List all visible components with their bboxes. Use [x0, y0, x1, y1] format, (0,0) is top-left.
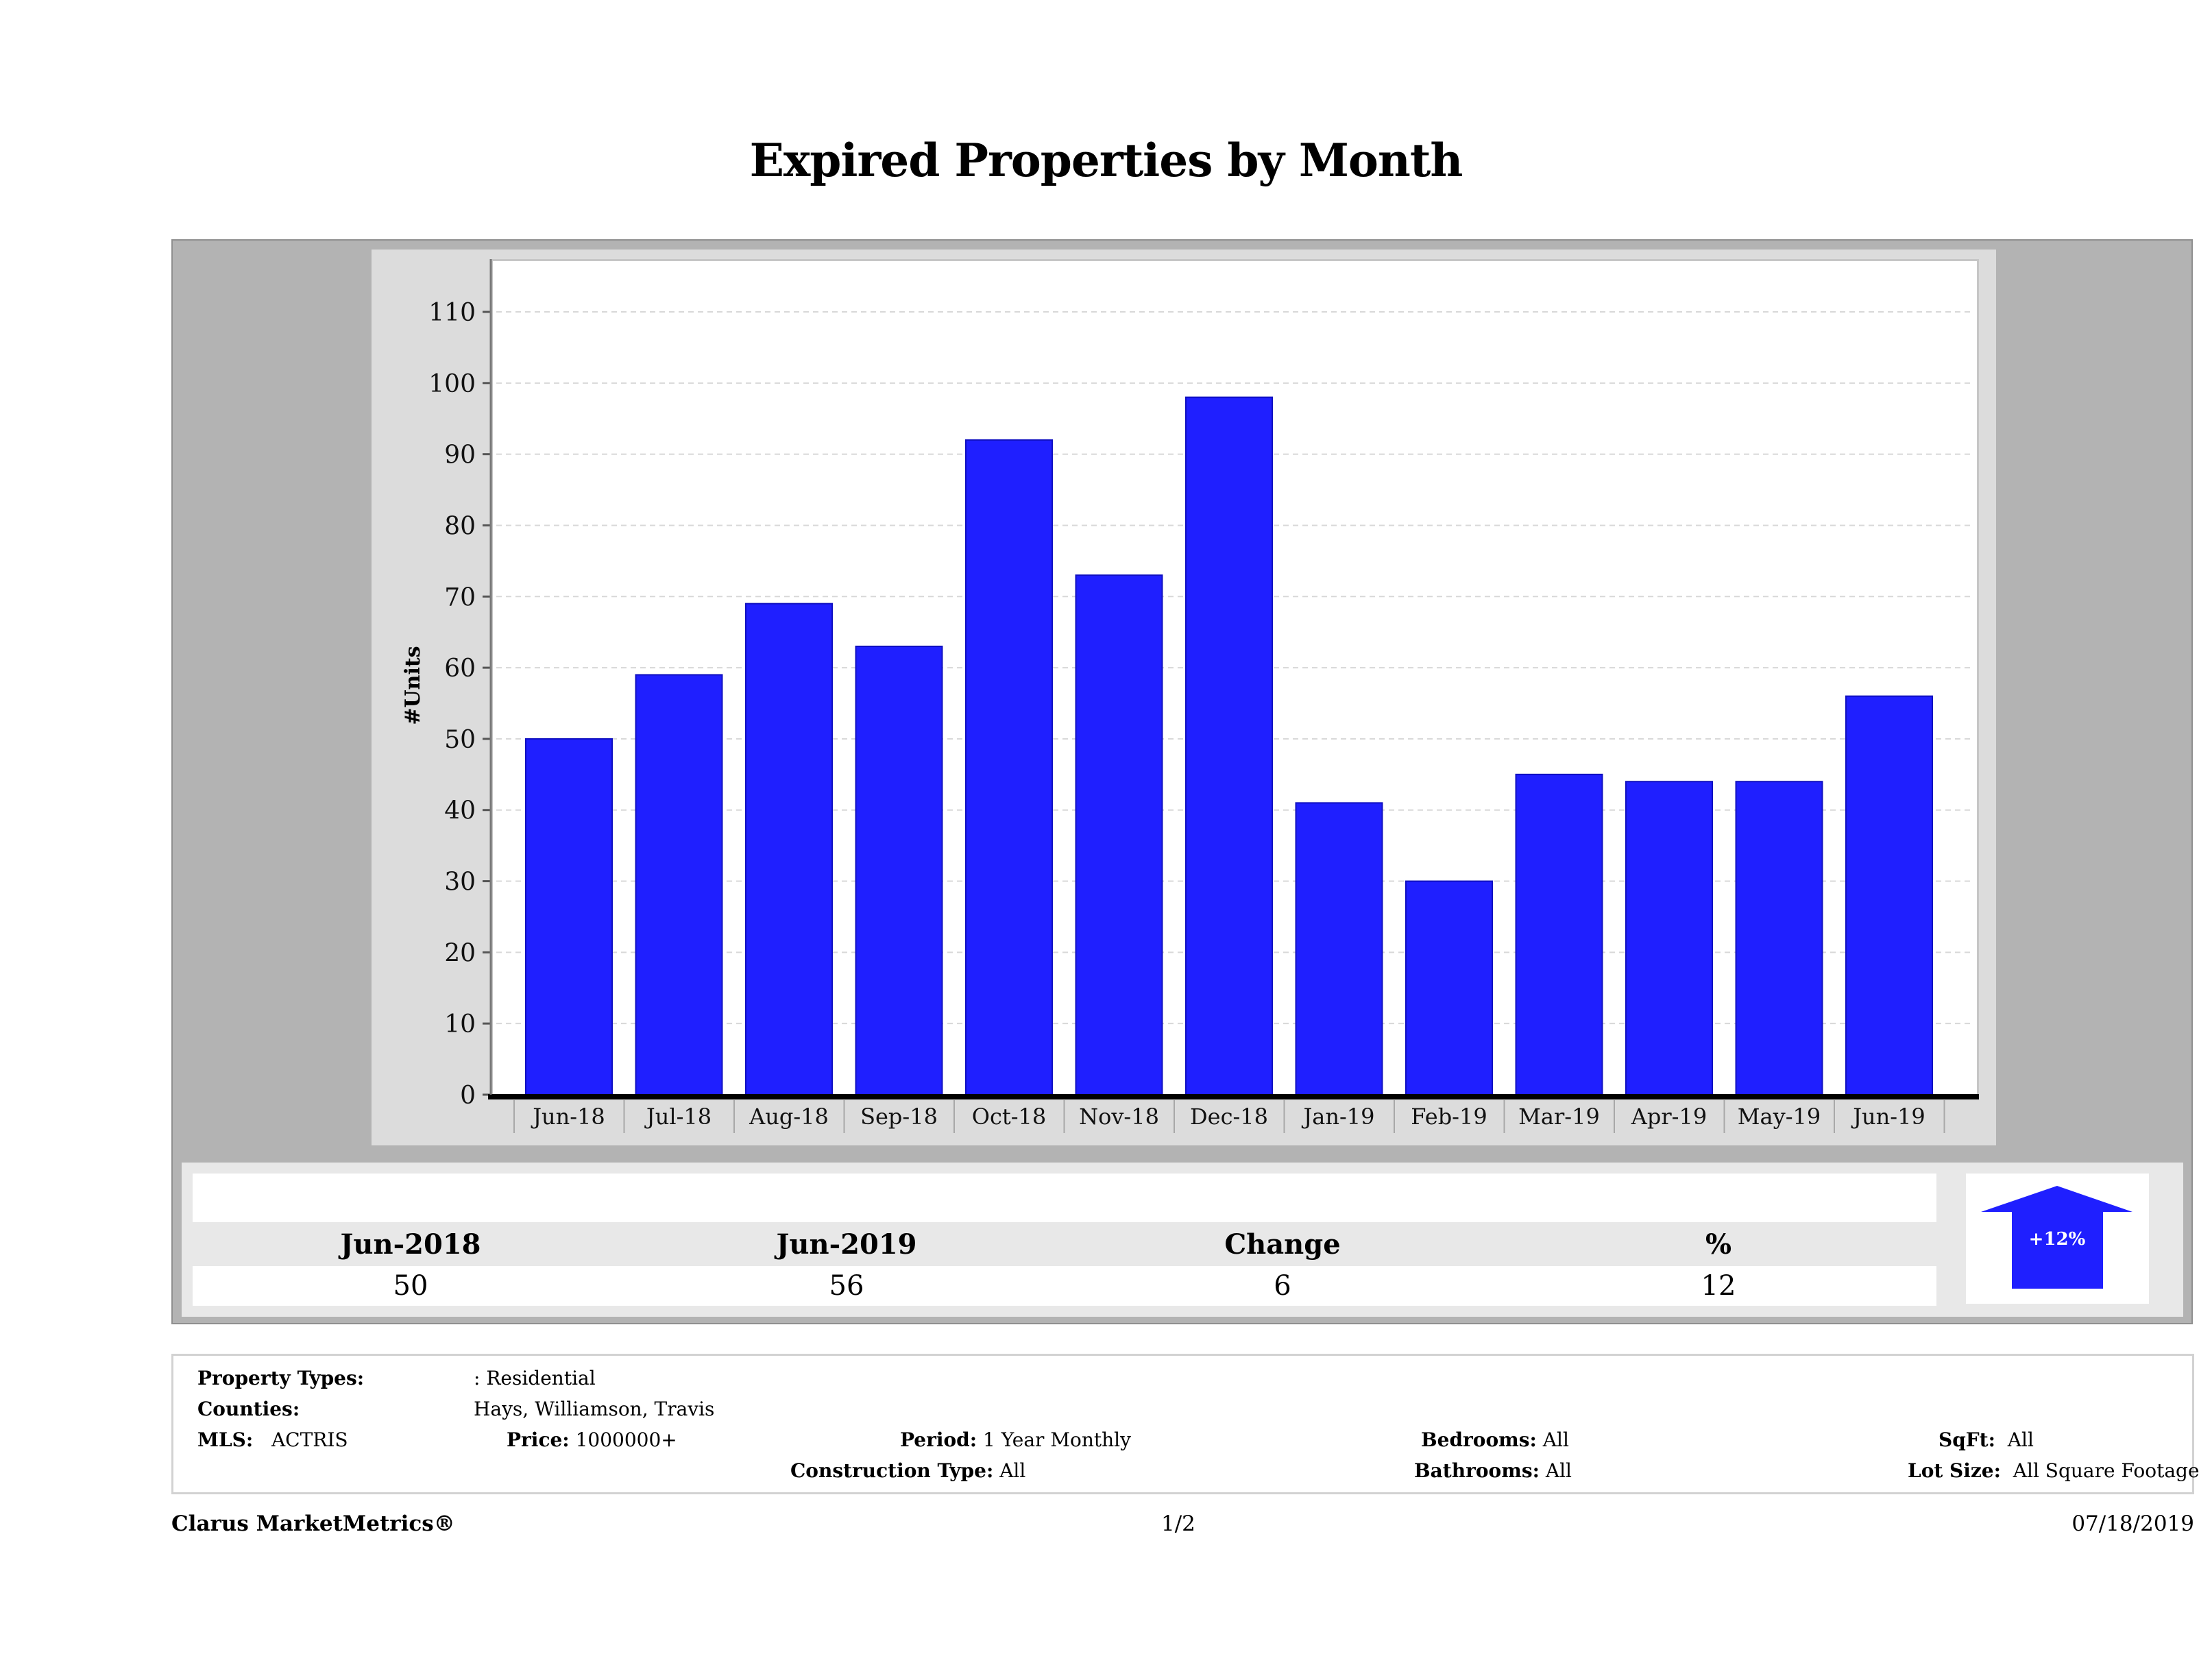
construction-value: All	[999, 1459, 1026, 1482]
lotsize-label: Lot Size:	[1908, 1459, 2001, 1482]
summary-value-percent: 12	[1701, 1270, 1736, 1302]
summary-header-row: Jun-2018 Jun-2019 Change %	[193, 1222, 1936, 1266]
construction-row: Construction Type: All	[790, 1459, 1025, 1482]
property-types-row: Property Types:	[197, 1367, 364, 1389]
lotsize-value: All Square Footage	[2013, 1459, 2200, 1482]
bathrooms-label: Bathrooms:	[1414, 1459, 1540, 1482]
summary-header-current-period: Jun-2019	[776, 1228, 917, 1261]
change-badge-box: +12%	[1966, 1174, 2149, 1304]
bedrooms-value: All	[1542, 1428, 1569, 1451]
lotsize-row: Lot Size: All Square Footage	[1908, 1459, 2200, 1482]
footer-page-number: 1/2	[1161, 1511, 1195, 1536]
change-badge-label: +12%	[2029, 1229, 2086, 1250]
up-arrow-icon: +12%	[1981, 1186, 2132, 1289]
price-label: Price:	[507, 1428, 570, 1451]
period-value: 1 Year Monthly	[983, 1428, 1131, 1451]
price-row: Price: 1000000+	[507, 1428, 677, 1451]
summary-values-row: 50 56 6 12	[193, 1266, 1936, 1306]
criteria-box: Property Types: : Residential Counties: …	[171, 1354, 2200, 1494]
plot-area	[491, 259, 1979, 1097]
period-label: Period:	[900, 1428, 977, 1451]
price-value: 1000000+	[575, 1428, 677, 1451]
bedrooms-label: Bedrooms:	[1421, 1428, 1537, 1451]
bathrooms-value: All	[1545, 1459, 1572, 1482]
counties-value: Hays, Williamson, Travis	[474, 1398, 715, 1420]
summary-value-current-period: 56	[829, 1270, 864, 1302]
bedrooms-row: Bedrooms: All	[1421, 1428, 1569, 1451]
summary-value-prev-period: 50	[393, 1270, 428, 1302]
counties-label: Counties:	[197, 1398, 300, 1420]
sqft-value: All	[2007, 1428, 2034, 1451]
page-title: Expired Properties by Month	[749, 134, 1463, 187]
footer-brand: Clarus MarketMetrics®	[171, 1511, 455, 1536]
sqft-row: SqFt: All	[1938, 1428, 2034, 1451]
summary-header-prev-period: Jun-2018	[340, 1228, 481, 1261]
mls-value: ACTRIS	[271, 1428, 348, 1451]
mls-label: MLS:	[197, 1428, 254, 1451]
footer-date: 07/18/2019	[2071, 1511, 2194, 1536]
sqft-label: SqFt:	[1938, 1428, 1995, 1451]
construction-label: Construction Type:	[790, 1459, 994, 1482]
period-row: Period: 1 Year Monthly	[900, 1428, 1131, 1451]
summary-value-change: 6	[1274, 1270, 1291, 1302]
property-types-label: Property Types:	[197, 1367, 365, 1389]
summary-header-change: Change	[1224, 1228, 1341, 1261]
property-types-value: : Residential	[474, 1367, 596, 1389]
bathrooms-row: Bathrooms: All	[1414, 1459, 1572, 1482]
mls-row: MLS: ACTRIS	[197, 1428, 348, 1451]
counties-row: Counties:	[197, 1398, 300, 1420]
summary-header-percent: %	[1705, 1228, 1731, 1261]
summary-blank-row	[193, 1174, 1936, 1222]
